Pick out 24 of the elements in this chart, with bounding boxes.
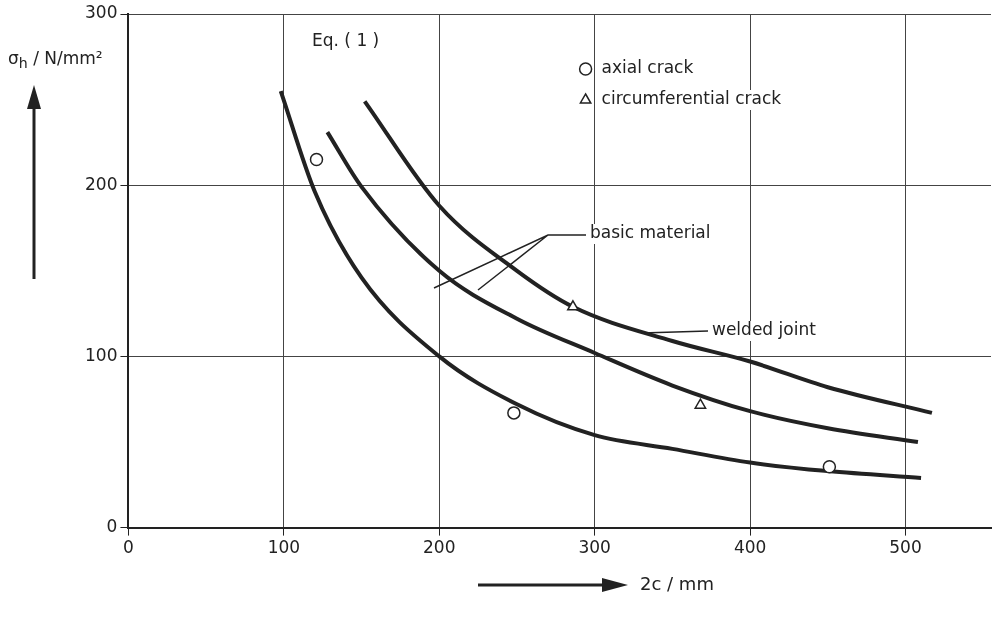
y-axis-title: σ$_{h}$ / N/mm²: [8, 48, 103, 72]
point: [309, 152, 324, 167]
point: [694, 398, 707, 409]
annotation: welded joint: [712, 319, 817, 340]
x-tick-label: 300: [578, 537, 611, 558]
line-series: [325, 130, 920, 444]
x-tick-label: 400: [733, 537, 767, 558]
annotation: basic material: [590, 222, 711, 243]
point: [566, 300, 579, 311]
point: [507, 406, 521, 420]
y-tick-label: 300: [84, 2, 118, 23]
x-tick-label: 500: [889, 537, 922, 558]
y-tick-label: 200: [84, 173, 118, 194]
x-axis-title: 2c / mm: [640, 573, 714, 594]
legend-label: axial crack: [601, 57, 694, 78]
point: [822, 460, 837, 474]
y-tick-label: 100: [84, 344, 118, 365]
x-tick-label: 100: [267, 537, 301, 558]
annotation: Eq. ( 1 ): [312, 30, 380, 51]
x-tick-label: 200: [423, 537, 456, 558]
line-series: [278, 89, 924, 480]
x-tick-label: 0: [123, 537, 134, 558]
y-tick-label: 0: [106, 516, 118, 537]
legend-label: circumferential crack: [601, 88, 782, 109]
